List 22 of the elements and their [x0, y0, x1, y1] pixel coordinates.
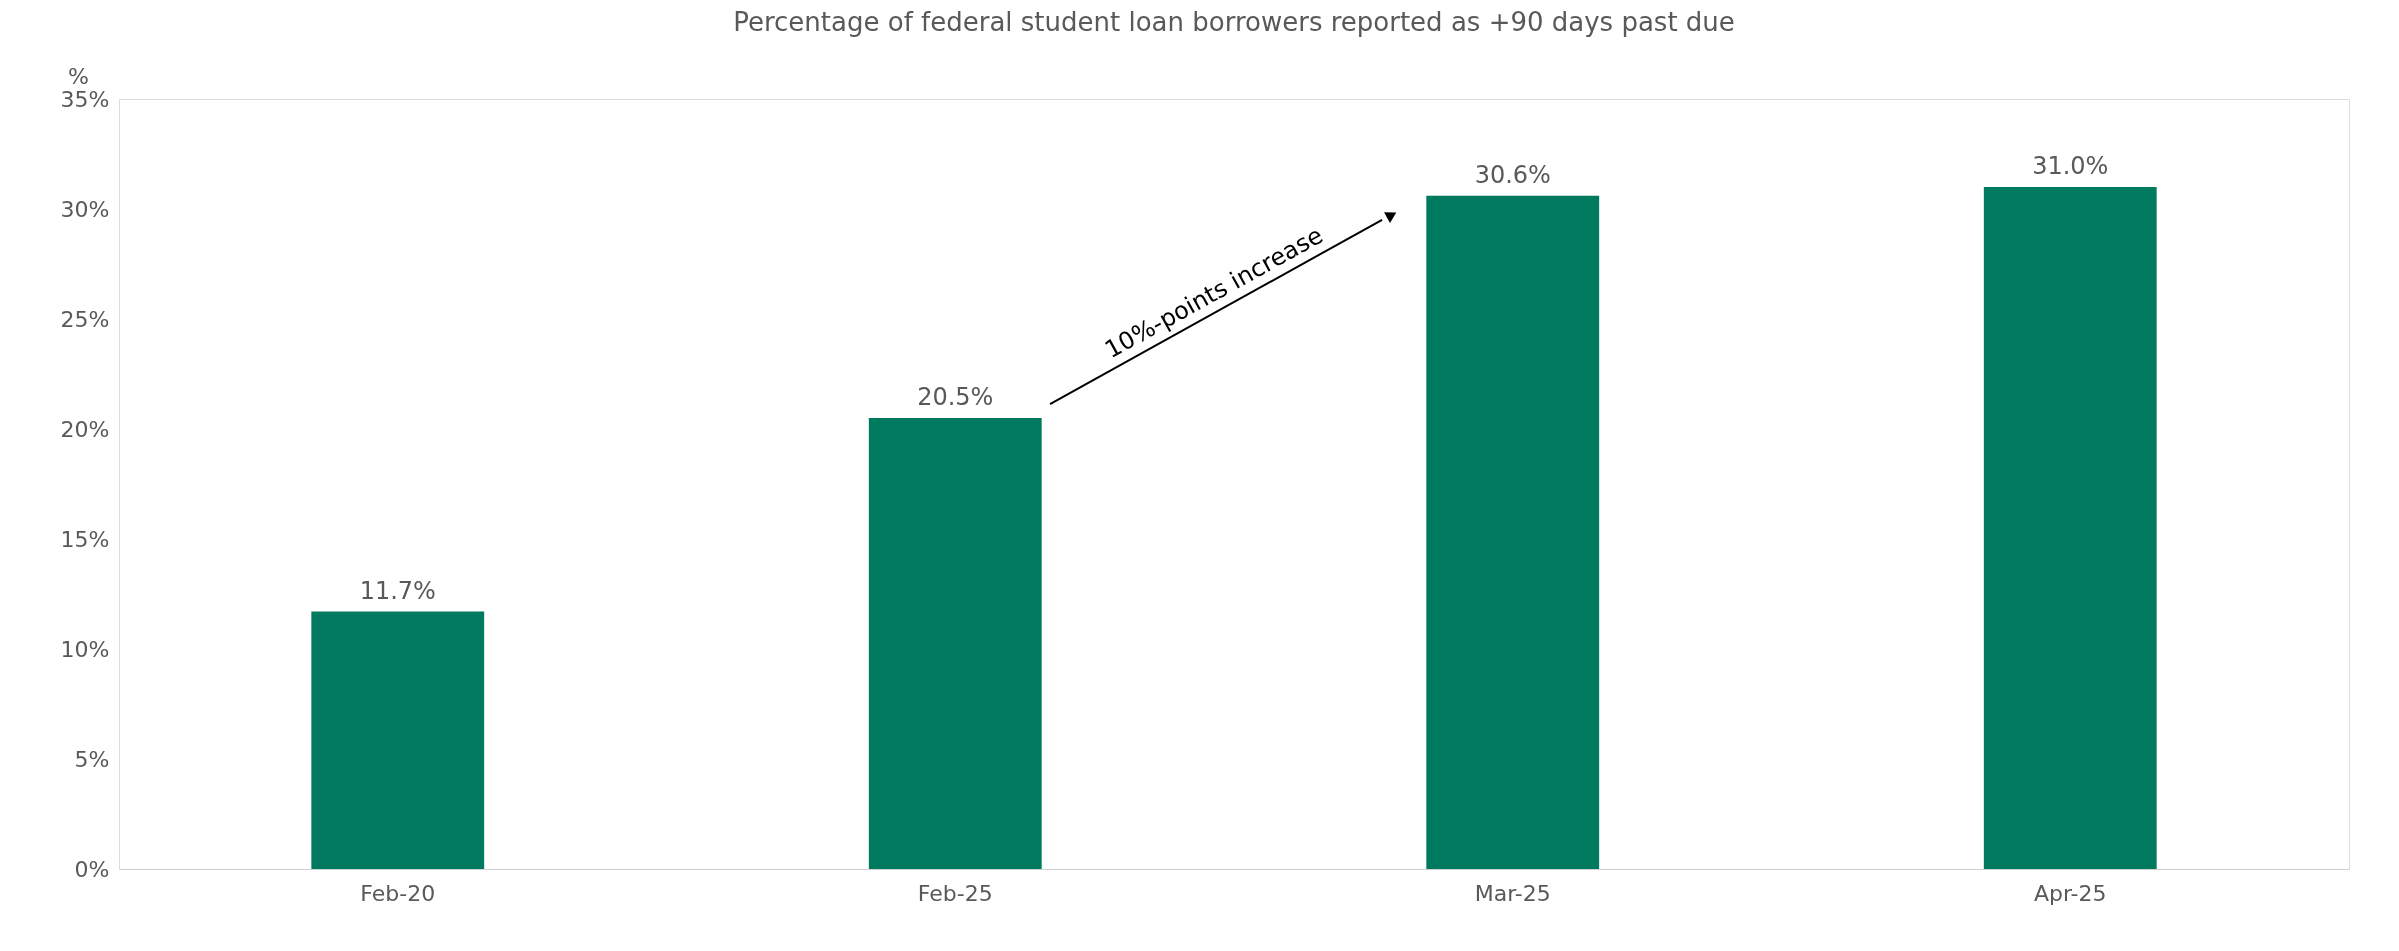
y-tick-label: 10% — [60, 636, 110, 662]
data-label: 30.6% — [1474, 160, 1551, 189]
x-tick-label: Mar-25 — [1474, 880, 1551, 906]
y-tick-label: 35% — [60, 86, 110, 112]
data-label: 20.5% — [917, 383, 994, 411]
x-tick-label: Feb-25 — [917, 880, 993, 906]
y-axis-title: % — [68, 64, 89, 89]
y-tick-label: 25% — [60, 306, 110, 332]
bar — [311, 611, 485, 869]
bar — [868, 418, 1042, 869]
bar — [1983, 187, 2157, 869]
data-label: 11.7% — [359, 576, 436, 605]
y-tick-label: 20% — [60, 416, 110, 442]
data-label: 31.0% — [2032, 152, 2109, 180]
x-tick-label: Feb-20 — [360, 880, 436, 906]
bar — [1426, 195, 1600, 869]
y-tick-label: 0% — [74, 856, 110, 882]
y-tick-label: 30% — [60, 196, 110, 222]
x-tick-label: Apr-25 — [2033, 880, 2107, 906]
y-tick-label: 15% — [60, 526, 110, 552]
chart-title: Percentage of federal student loan borrowers reported as +90 days past due — [733, 7, 1735, 37]
y-tick-label: 5% — [74, 746, 110, 772]
